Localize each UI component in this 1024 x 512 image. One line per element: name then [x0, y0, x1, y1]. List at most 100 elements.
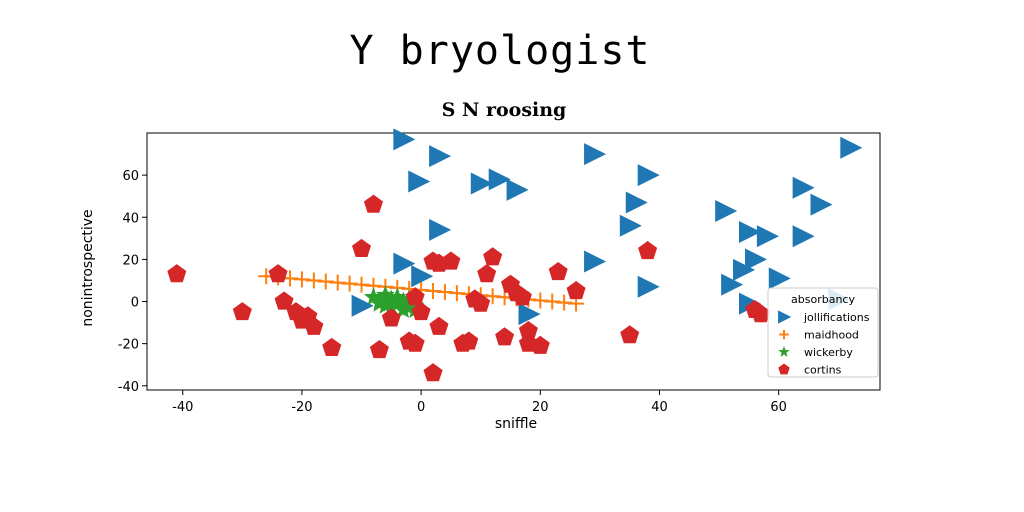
maidhood-point: [353, 276, 370, 293]
x-axis-title: sniffle: [495, 416, 537, 432]
cortins-point: [411, 302, 431, 321]
wickerby-point: [363, 287, 383, 306]
jollifications-point: [488, 168, 511, 191]
cortins-point: [304, 316, 324, 335]
jollifications-point: [411, 265, 434, 288]
jollifications-point: [721, 273, 744, 296]
y-tick-label: 20: [122, 253, 139, 268]
maidhood-point: [556, 294, 573, 311]
jollifications-point: [518, 303, 541, 326]
wickerby-point: [393, 300, 413, 318]
legend-marker-maidhood: [779, 329, 789, 340]
cortins-point: [268, 264, 288, 283]
cortins-point: [512, 287, 532, 306]
x-tick-label: 40: [651, 400, 668, 415]
x-tick-label: 0: [417, 400, 425, 415]
jollifications-point: [429, 218, 452, 241]
wickerby-point: [375, 285, 395, 304]
jollifications-point: [351, 294, 374, 317]
maidhood-point: [317, 273, 334, 290]
wickerby-point: [387, 293, 407, 312]
jollifications-point: [810, 193, 833, 216]
jollifications-point: [506, 178, 529, 201]
maidhood-point: [305, 272, 322, 289]
maidhood-point: [448, 285, 465, 302]
wickerby-point: [369, 293, 389, 312]
plot-frame: [146, 132, 881, 391]
jollifications-point: [637, 275, 660, 298]
cortins-point: [751, 304, 771, 323]
legend-marker-jollifications: [778, 310, 792, 324]
legend-marker-wickerby: [778, 346, 790, 357]
page-title: Y bryologist: [349, 28, 651, 74]
x-tick-label: -40: [172, 400, 193, 415]
jollifications-point: [840, 136, 863, 159]
jollifications-point: [584, 250, 607, 273]
jollifications-point: [792, 225, 815, 248]
maidhood-point: [425, 282, 442, 299]
jollifications-point: [744, 248, 767, 271]
maidhood-point: [484, 288, 501, 305]
y-tick-label: 0: [131, 296, 139, 311]
x-tick-label: 60: [770, 400, 787, 415]
legend-marker-cortins: [778, 363, 790, 375]
y-axis-title: nonintrospective: [80, 209, 96, 326]
cortins-point: [405, 287, 425, 306]
cortins-point: [483, 247, 503, 266]
legend-label: maidhood: [804, 329, 859, 342]
cortins-point: [429, 316, 449, 335]
jollifications-point: [738, 221, 761, 244]
y-tick-label: 40: [122, 211, 139, 226]
cortins-point: [405, 333, 425, 352]
jollifications-point: [637, 164, 660, 187]
data-marks: [167, 128, 863, 382]
cortins-point: [620, 325, 640, 344]
maidhood-point: [436, 284, 453, 301]
legend-box: [767, 287, 879, 378]
cortins-point: [471, 293, 491, 312]
cortins-point: [381, 308, 401, 327]
jollifications-point: [470, 172, 493, 195]
legend-label: jollifications: [803, 311, 870, 324]
maidhood-point: [293, 271, 310, 288]
series-cortins: [167, 194, 771, 382]
cortins-point: [352, 238, 371, 257]
cortins-point: [530, 335, 550, 354]
jollifications-point: [625, 191, 648, 214]
y-tick-label: 60: [122, 169, 139, 184]
cortins-point: [363, 194, 383, 213]
y-tick-label: -20: [118, 338, 139, 353]
y-tick-label: -40: [118, 380, 139, 395]
cortins-point: [548, 262, 568, 281]
cortins-point: [566, 281, 586, 300]
jollifications-point: [715, 199, 738, 222]
legend: absorbancy jollifications maidhood wickerb…: [767, 287, 879, 378]
legend-label: wickerby: [804, 346, 853, 359]
legend-items: jollifications maidhood wickerby cortins: [778, 310, 870, 377]
jollifications-point: [393, 252, 416, 275]
x-tick-label: 20: [532, 400, 549, 415]
chart-title: S N roosing: [442, 99, 567, 121]
jollifications-point: [393, 128, 416, 151]
x-tick-label: -20: [291, 400, 312, 415]
wickerby-point: [381, 297, 401, 316]
cortins-point: [518, 321, 538, 340]
jollifications-point: [792, 176, 815, 199]
jollifications-point: [429, 145, 452, 168]
legend-label: cortins: [804, 364, 842, 377]
maidhood-point: [341, 275, 358, 292]
jollifications-point: [768, 267, 791, 290]
cortins-point: [638, 241, 658, 260]
x-axis-ticks: -40 -20 0 20 40 60: [172, 390, 787, 415]
series-jollifications: [351, 128, 863, 326]
cortins-point: [495, 327, 515, 346]
maidhood-point: [532, 292, 549, 309]
jollifications-point: [756, 225, 779, 248]
cortins-point: [274, 291, 294, 310]
maidhood-point: [329, 274, 346, 291]
jollifications-point: [584, 143, 607, 166]
jollifications-point: [733, 258, 756, 281]
cortins-point: [232, 302, 252, 321]
cortins-point: [423, 363, 443, 382]
